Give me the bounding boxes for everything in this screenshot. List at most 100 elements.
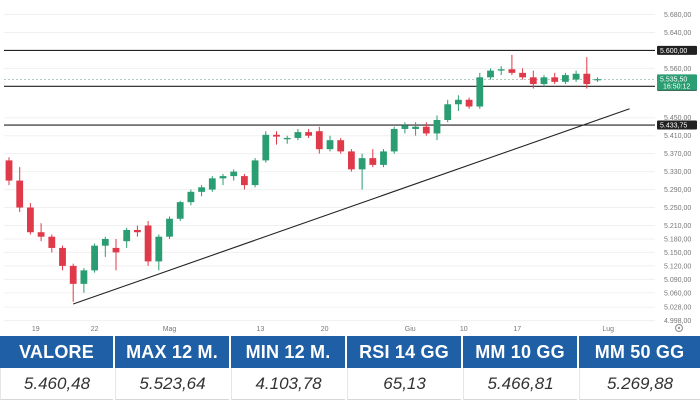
candle-down bbox=[348, 151, 355, 170]
y-tick-label: 5.090,00 bbox=[664, 277, 691, 284]
stats-header-valore: VALORE bbox=[0, 336, 113, 368]
candle-up bbox=[176, 202, 184, 219]
candle-down bbox=[5, 160, 13, 181]
y-tick-label: 5.680,00 bbox=[664, 12, 691, 19]
candle-up bbox=[401, 125, 409, 129]
candle-up bbox=[101, 238, 109, 246]
chart-canvas: 5.680,005.640,005.600,005.560,005.520,00… bbox=[4, 12, 697, 333]
y-tick-label: 5.330,00 bbox=[664, 169, 691, 176]
level-tag-label: 5.433,75 bbox=[660, 123, 687, 130]
y-tick-label: 5.560,00 bbox=[664, 66, 691, 73]
candle-up bbox=[326, 140, 334, 150]
y-tick-label: 4.998,00 bbox=[664, 318, 691, 325]
stats-value-mm50: 5.269,88 bbox=[579, 368, 700, 400]
gear-icon bbox=[674, 323, 684, 333]
x-tick-label: 20 bbox=[321, 326, 329, 333]
stats-value-max: 5.523,64 bbox=[115, 368, 230, 400]
candle-up bbox=[390, 128, 398, 152]
candle-down bbox=[422, 126, 430, 134]
candle-up bbox=[219, 176, 227, 179]
candle-up bbox=[230, 171, 238, 177]
candle-up bbox=[294, 132, 302, 138]
candle-down bbox=[69, 265, 77, 284]
candle-up bbox=[208, 178, 216, 190]
candle-up bbox=[455, 99, 462, 105]
stats-header-mm10: MM 10 GG bbox=[463, 336, 577, 368]
level-tag-label: 5.600,00 bbox=[660, 48, 687, 55]
stats-header-max: MAX 12 M. bbox=[115, 336, 229, 368]
y-tick-label: 5.210,00 bbox=[664, 223, 691, 230]
candle-down bbox=[37, 232, 45, 237]
candle-down bbox=[144, 225, 152, 262]
x-tick-label: Lug bbox=[602, 326, 614, 333]
x-tick-label: 22 bbox=[91, 326, 99, 333]
candle-up bbox=[80, 270, 88, 284]
x-tick-label: Giu bbox=[405, 326, 416, 333]
candle-down bbox=[529, 77, 537, 85]
current-price-time: 16:50:12 bbox=[663, 83, 690, 90]
candle-down bbox=[305, 132, 312, 136]
candle-down bbox=[508, 69, 516, 73]
x-tick-label: Mag bbox=[163, 326, 177, 333]
stats-header-min: MIN 12 M. bbox=[231, 336, 345, 368]
stats-value-row: 5.460,48 5.523,64 4.103,78 65,13 5.466,8… bbox=[0, 368, 700, 400]
y-tick-label: 5.410,00 bbox=[664, 133, 691, 140]
candle-up bbox=[562, 75, 569, 82]
candle-up bbox=[433, 119, 441, 134]
stats-header-rsi: RSI 14 GG bbox=[347, 336, 461, 368]
candle-up bbox=[572, 73, 580, 80]
candle-down bbox=[519, 72, 526, 78]
candle-up bbox=[166, 218, 173, 237]
candle-up bbox=[476, 77, 484, 107]
y-tick-label: 5.150,00 bbox=[664, 250, 691, 257]
candle-up bbox=[594, 79, 601, 81]
y-tick-label: 5.370,00 bbox=[664, 151, 691, 158]
candle-up bbox=[187, 191, 195, 203]
candle-down bbox=[27, 207, 34, 233]
gear-icon-hub bbox=[677, 326, 681, 330]
candle-up bbox=[540, 77, 548, 85]
trend-line bbox=[73, 108, 630, 305]
candle-down bbox=[337, 140, 345, 152]
candle-down bbox=[134, 229, 141, 233]
candle-down bbox=[16, 180, 24, 208]
candle-down bbox=[551, 77, 559, 82]
y-tick-label: 5.450,00 bbox=[664, 115, 691, 122]
y-tick-label: 5.180,00 bbox=[664, 236, 691, 243]
candle-down bbox=[583, 73, 591, 85]
candle-up bbox=[251, 160, 259, 186]
stats-header-mm50: MM 50 GG bbox=[579, 336, 700, 368]
stats-value-valore: 5.460,48 bbox=[0, 368, 114, 400]
stats-value-min: 4.103,78 bbox=[231, 368, 346, 400]
candle-down bbox=[241, 176, 248, 186]
candle-up bbox=[380, 151, 387, 165]
y-tick-label: 5.120,00 bbox=[664, 263, 691, 270]
candle-up bbox=[198, 187, 205, 192]
current-price-label: 5.535,50 bbox=[660, 76, 687, 83]
candle-up bbox=[358, 158, 366, 170]
y-tick-label: 5.290,00 bbox=[664, 187, 691, 194]
candle-down bbox=[273, 134, 280, 137]
stats-value-rsi: 65,13 bbox=[347, 368, 462, 400]
candle-down bbox=[112, 247, 120, 253]
candle-up bbox=[444, 104, 452, 120]
y-tick-label: 5.250,00 bbox=[664, 205, 691, 212]
stats-value-mm10: 5.466,81 bbox=[463, 368, 578, 400]
candle-up bbox=[123, 229, 131, 242]
x-tick-label: 13 bbox=[257, 326, 265, 333]
level-tag bbox=[657, 120, 697, 130]
candle-up bbox=[91, 245, 98, 271]
y-tick-label: 5.028,00 bbox=[664, 305, 691, 312]
candle-up bbox=[487, 70, 494, 78]
x-tick-label: 19 bbox=[32, 326, 40, 333]
x-tick-label: 17 bbox=[513, 326, 521, 333]
candle-down bbox=[59, 247, 66, 266]
candle-down bbox=[315, 131, 323, 150]
current-price-tag bbox=[657, 74, 697, 91]
level-tag bbox=[657, 45, 697, 55]
candle-up bbox=[155, 236, 163, 262]
gear-icon-ring bbox=[674, 323, 684, 333]
candle-down bbox=[465, 99, 473, 107]
candle-down bbox=[48, 236, 56, 248]
x-tick-label: 10 bbox=[460, 326, 468, 333]
